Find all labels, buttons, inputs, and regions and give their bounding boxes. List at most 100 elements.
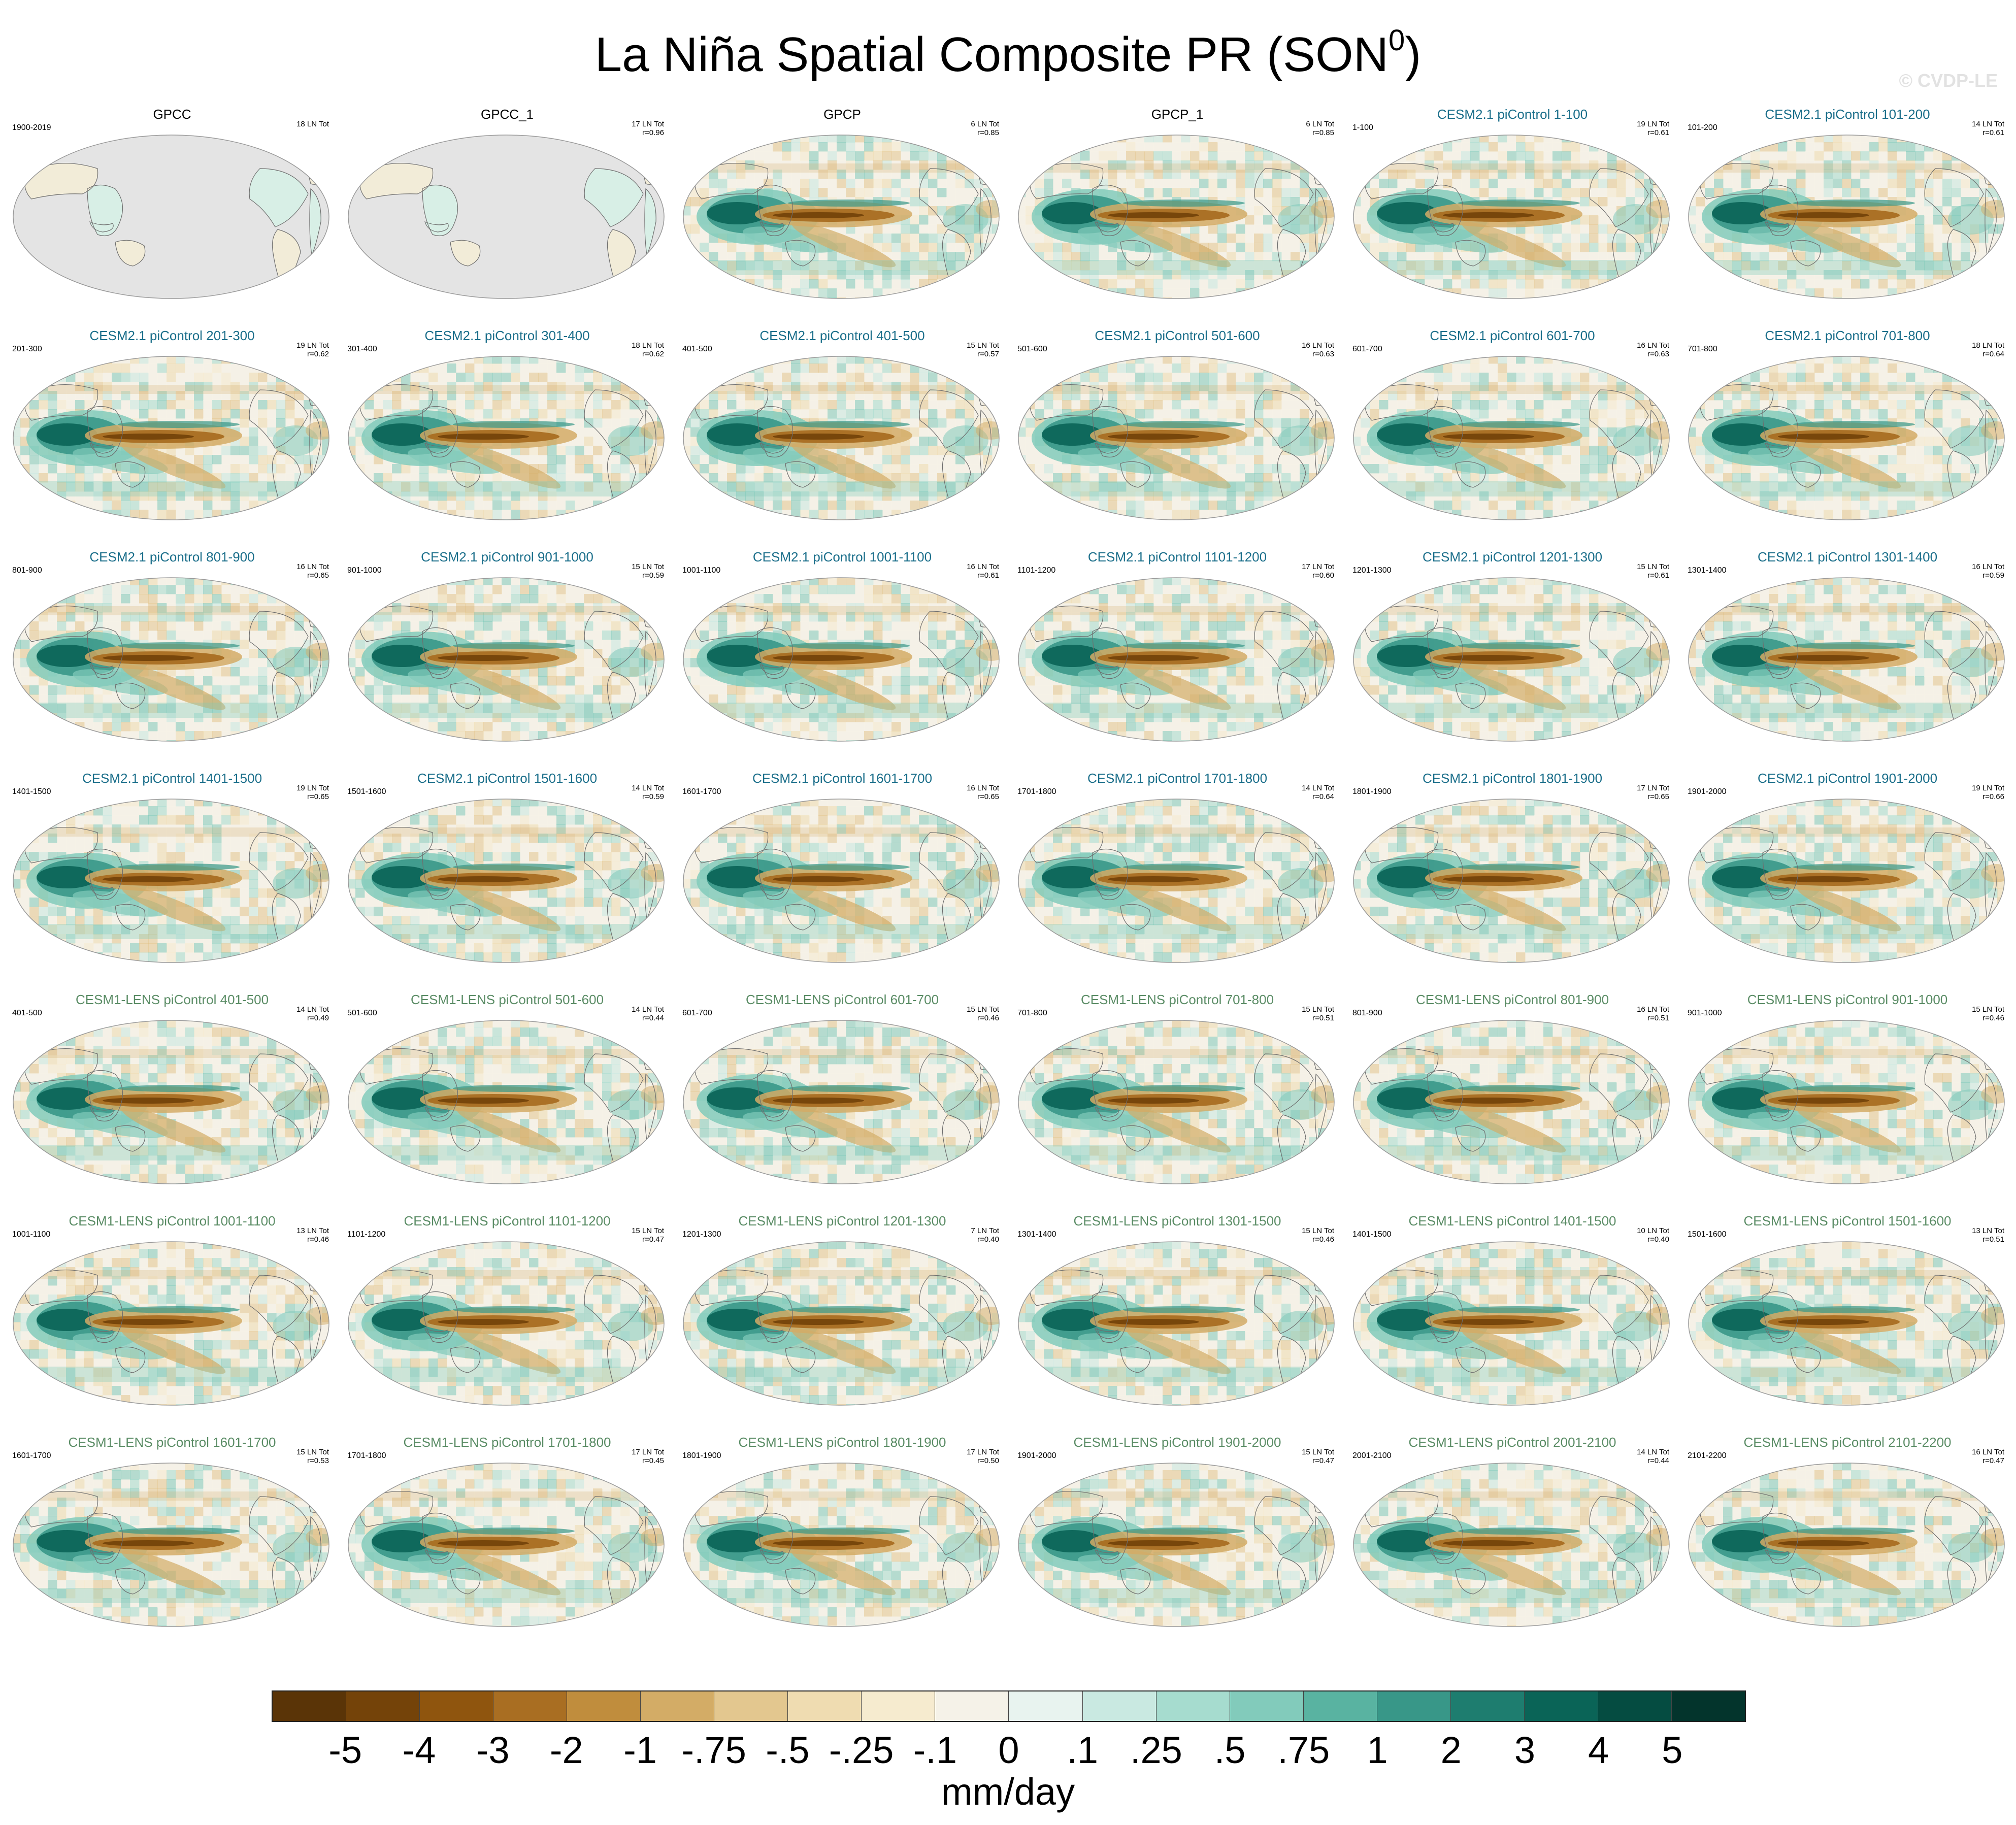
panel-pattern-correlation: r=0.65	[307, 571, 329, 580]
panel-title: CESM2.1 piControl 1001-1100	[674, 549, 1010, 565]
panel-pattern-correlation: r=0.61	[1982, 128, 2004, 137]
panel-pattern-correlation: r=0.64	[1982, 350, 2004, 358]
panel-title: CESM1-LENS piControl 1901-2000	[1009, 1435, 1345, 1450]
panel-title: CESM1-LENS piControl 1501-1600	[1679, 1213, 2015, 1229]
colorbar-tick-label: 0	[998, 1730, 1019, 1771]
map-panel: CESM2.1 piControl 601-700 601-700 16 LN To…	[1344, 328, 1680, 550]
panel-years: 1301-1400	[1688, 566, 1727, 576]
map-panel: CESM2.1 piControl 801-900 801-900 16 LN To…	[4, 549, 340, 771]
map-panel: CESM2.1 piControl 701-800 701-800 18 LN To…	[1679, 328, 2015, 550]
panel-event-count: 15 LN Tot	[632, 562, 664, 571]
panel-pattern-correlation: r=0.65	[307, 792, 329, 801]
panel-pattern-correlation: r=0.44	[642, 1014, 664, 1022]
panel-event-count: 14 LN Tot	[632, 784, 664, 792]
panel-event-count: 15 LN Tot	[1302, 1005, 1334, 1014]
panel-title: CESM2.1 piControl 1601-1700	[674, 771, 1010, 786]
map-panel: CESM2.1 piControl 301-400 301-400 18 LN To…	[339, 328, 675, 550]
panel-event-count: 18 LN Tot	[1972, 341, 2004, 350]
panel-event-count: 16 LN Tot	[1972, 562, 2004, 571]
map-frame	[346, 797, 666, 967]
map-panel: CESM1-LENS piControl 1401-1500 1401-1500 1…	[1344, 1213, 1680, 1435]
robinson-map	[683, 1020, 1000, 1184]
map-panel: CESM1-LENS piControl 1101-1200 1101-1200 1…	[339, 1213, 675, 1435]
robinson-map	[1018, 1241, 1335, 1406]
panel-years: 1101-1200	[1017, 566, 1055, 576]
panel-years: 1701-1800	[1017, 787, 1056, 797]
panel-title: CESM2.1 piControl 901-1000	[339, 549, 675, 565]
map-panel: CESM2.1 piControl 1601-1700 1601-1700 16 L…	[674, 771, 1010, 992]
panel-pattern-correlation: r=0.65	[977, 792, 999, 801]
panel-event-count: 6 LN Tot	[971, 120, 999, 128]
colorbar-swatch	[641, 1691, 715, 1721]
robinson-map	[683, 1463, 1000, 1627]
robinson-map	[1018, 1020, 1335, 1184]
robinson-map	[348, 1463, 665, 1627]
robinson-map	[13, 577, 329, 742]
panel-event-count: 15 LN Tot	[1637, 562, 1669, 571]
map-panel: CESM1-LENS piControl 2101-2200 2101-2200 1…	[1679, 1435, 2015, 1656]
map-panel: CESM2.1 piControl 1001-1100 1001-1100 16 L…	[674, 549, 1010, 771]
panel-event-count: 15 LN Tot	[967, 341, 999, 350]
panel-years: 2001-2100	[1352, 1451, 1392, 1461]
map-frame	[11, 133, 331, 303]
map-frame	[681, 576, 1001, 746]
panel-event-count: 14 LN Tot	[1972, 120, 2004, 128]
map-panel: CESM1-LENS piControl 1001-1100 1001-1100 1…	[4, 1213, 340, 1435]
title-superscript: 0	[1389, 24, 1405, 57]
colorbar-tick-label: 2	[1441, 1730, 1462, 1771]
robinson-map	[13, 356, 329, 520]
map-frame	[681, 1018, 1001, 1188]
panel-years: 801-900	[12, 566, 42, 576]
panel-title: CESM1-LENS piControl 1401-1500	[1344, 1213, 1680, 1229]
robinson-map	[1688, 1241, 2005, 1406]
colorbar-tick-label: .75	[1277, 1730, 1330, 1771]
panel-pattern-correlation: r=0.47	[642, 1235, 664, 1244]
colorbar-tick-label: -.1	[913, 1730, 957, 1771]
colorbar-tick-label: -2	[550, 1730, 583, 1771]
map-panel: CESM1-LENS piControl 1601-1700 1601-1700 1…	[4, 1435, 340, 1656]
colorbar-tick-label: -4	[402, 1730, 436, 1771]
panel-years: 801-900	[1352, 1008, 1382, 1018]
panel-pattern-correlation: r=0.46	[1312, 1235, 1334, 1244]
map-panel: CESM1-LENS piControl 401-500 401-500 14 LN…	[4, 992, 340, 1214]
panel-event-count: 17 LN Tot	[632, 120, 664, 128]
robinson-map	[1018, 577, 1335, 742]
robinson-map	[1688, 356, 2005, 520]
panel-years: 1001-1100	[682, 566, 720, 576]
panel-title: CESM1-LENS piControl 2001-2100	[1344, 1435, 1680, 1450]
map-frame	[681, 354, 1001, 524]
figure-title: La Niña Spatial Composite PR (SON0)	[0, 14, 2016, 85]
colorbar-tick-label: -5	[328, 1730, 362, 1771]
robinson-map	[348, 356, 665, 520]
panel-pattern-correlation: r=0.85	[1312, 128, 1334, 137]
panel-pattern-correlation: r=0.40	[1647, 1235, 1669, 1244]
panel-pattern-correlation: r=0.45	[642, 1456, 664, 1465]
robinson-map	[1018, 135, 1335, 299]
robinson-map	[1353, 799, 1670, 963]
panel-title: CESM2.1 piControl 801-900	[4, 549, 340, 565]
map-panel: CESM2.1 piControl 401-500 401-500 15 LN To…	[674, 328, 1010, 550]
colorbar-swatch	[1524, 1691, 1598, 1721]
panel-pattern-correlation: r=0.46	[977, 1014, 999, 1022]
map-frame	[1016, 1240, 1336, 1410]
panel-years: 1601-1700	[682, 787, 721, 797]
map-panel: CESM2.1 piControl 101-200 101-200 14 LN To…	[1679, 107, 2015, 328]
panel-event-count: 16 LN Tot	[1637, 1005, 1669, 1014]
map-panel: CESM2.1 piControl 1801-1900 1801-1900 17 L…	[1344, 771, 1680, 992]
colorbar-tick-label: .1	[1067, 1730, 1098, 1771]
map-panel: CESM2.1 piControl 501-600 501-600 16 LN To…	[1009, 328, 1345, 550]
robinson-map	[348, 1020, 665, 1184]
panel-event-count: 10 LN Tot	[1637, 1226, 1669, 1235]
panel-pattern-correlation: r=0.60	[1312, 571, 1334, 580]
map-frame	[1016, 133, 1336, 303]
colorbar-swatch	[420, 1691, 494, 1721]
panel-event-count: 15 LN Tot	[967, 1005, 999, 1014]
map-frame	[11, 1018, 331, 1188]
panel-pattern-correlation: r=0.59	[642, 792, 664, 801]
panel-event-count: 13 LN Tot	[296, 1226, 329, 1235]
title-close: )	[1405, 27, 1421, 82]
map-frame	[1687, 354, 2006, 524]
panel-event-count: 14 LN Tot	[632, 1005, 664, 1014]
map-panel: CESM1-LENS piControl 1201-1300 1201-1300 7…	[674, 1213, 1010, 1435]
panel-title: CESM1-LENS piControl 1001-1100	[4, 1213, 340, 1229]
